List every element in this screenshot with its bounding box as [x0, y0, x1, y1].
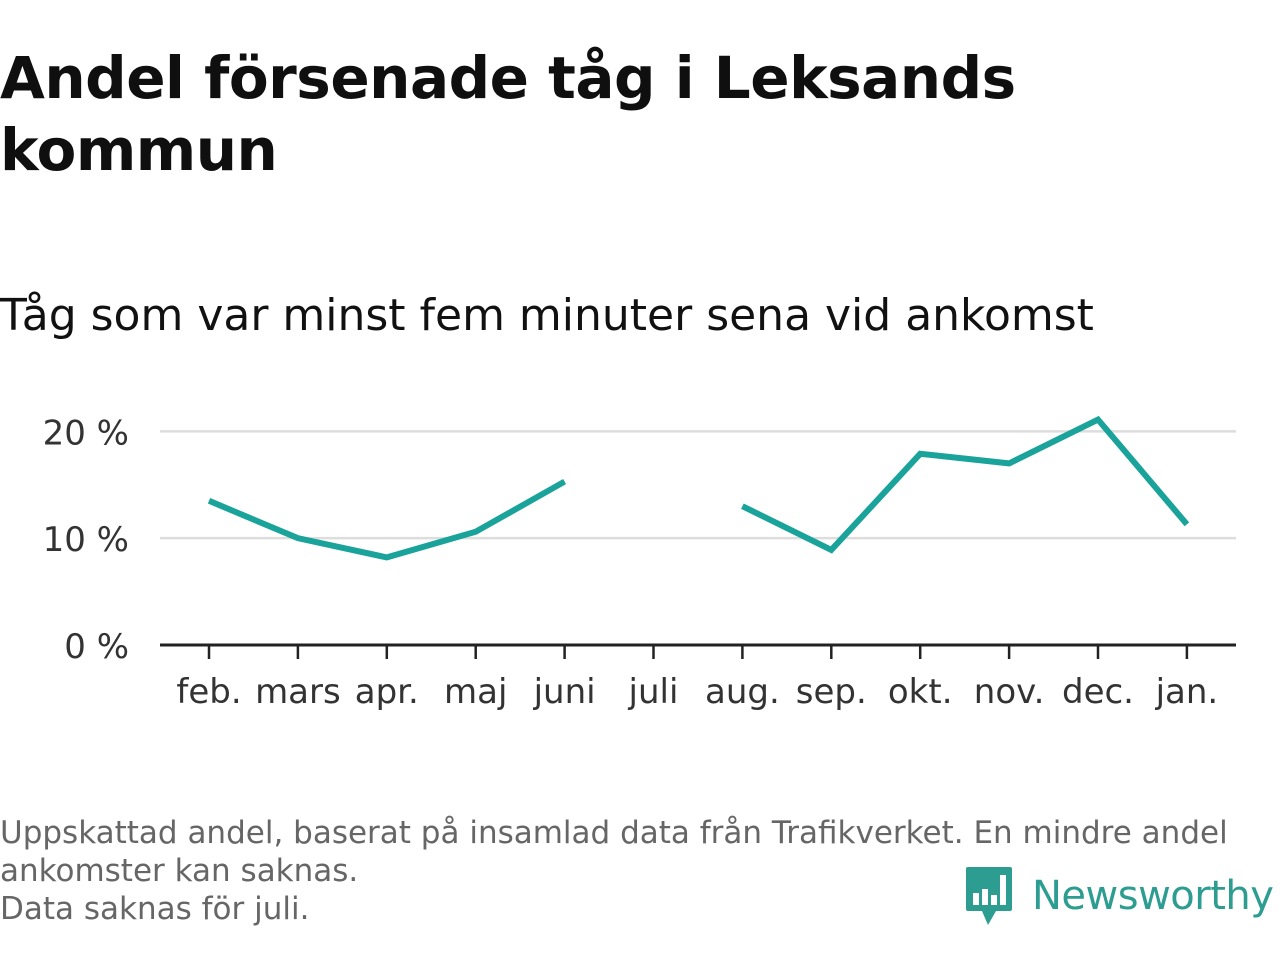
series-line-segment: [741, 415, 1190, 554]
line-chart: 0 % 10 % 20 % feb. mars apr. maj juni juli aug. s…: [43, 413, 1236, 712]
x-tick-label: dec.: [1062, 672, 1134, 712]
footnote-missing-data: Data saknas för juli.: [0, 891, 310, 927]
x-tick-label: sep.: [796, 672, 867, 712]
chart-subtitle: Tåg som var minst fem minuter sena vid a…: [0, 290, 1094, 341]
x-axis-ticks: feb. mars apr. maj juni juli aug. sep. okt. nov. d…: [176, 645, 1218, 712]
x-tick-label: mars: [255, 672, 341, 712]
x-tick-label: maj: [444, 672, 507, 712]
newsworthy-logo: Newsworthy: [964, 864, 1274, 928]
x-tick-label: juni: [533, 672, 596, 712]
chart-title: Andel försenade tåg i Leksands kommun: [0, 44, 1016, 184]
y-tick-label: 0 %: [64, 627, 129, 667]
y-tick-label: 10 %: [43, 520, 129, 560]
x-tick-label: nov.: [974, 672, 1045, 712]
logo-text: Newsworthy: [1032, 873, 1274, 919]
series-lines: [207, 415, 1190, 561]
x-tick-label: apr.: [355, 672, 419, 712]
series-line-segment: [207, 478, 567, 561]
gridlines: [160, 430, 1236, 540]
x-tick-label: aug.: [705, 672, 780, 712]
footnote: Uppskattad andel, baserat på insamlad da…: [0, 814, 1260, 928]
x-tick-label: juli: [628, 672, 679, 712]
y-axis-ticks: 0 % 10 % 20 %: [43, 413, 129, 667]
x-tick-label: okt.: [888, 672, 953, 712]
x-tick-label: feb.: [176, 672, 241, 712]
y-tick-label: 20 %: [43, 413, 129, 453]
newsworthy-bar-chart-icon: [966, 867, 1012, 925]
footnote-source: Uppskattad andel, baserat på insamlad da…: [0, 815, 1228, 889]
x-tick-label: jan.: [1155, 672, 1219, 712]
